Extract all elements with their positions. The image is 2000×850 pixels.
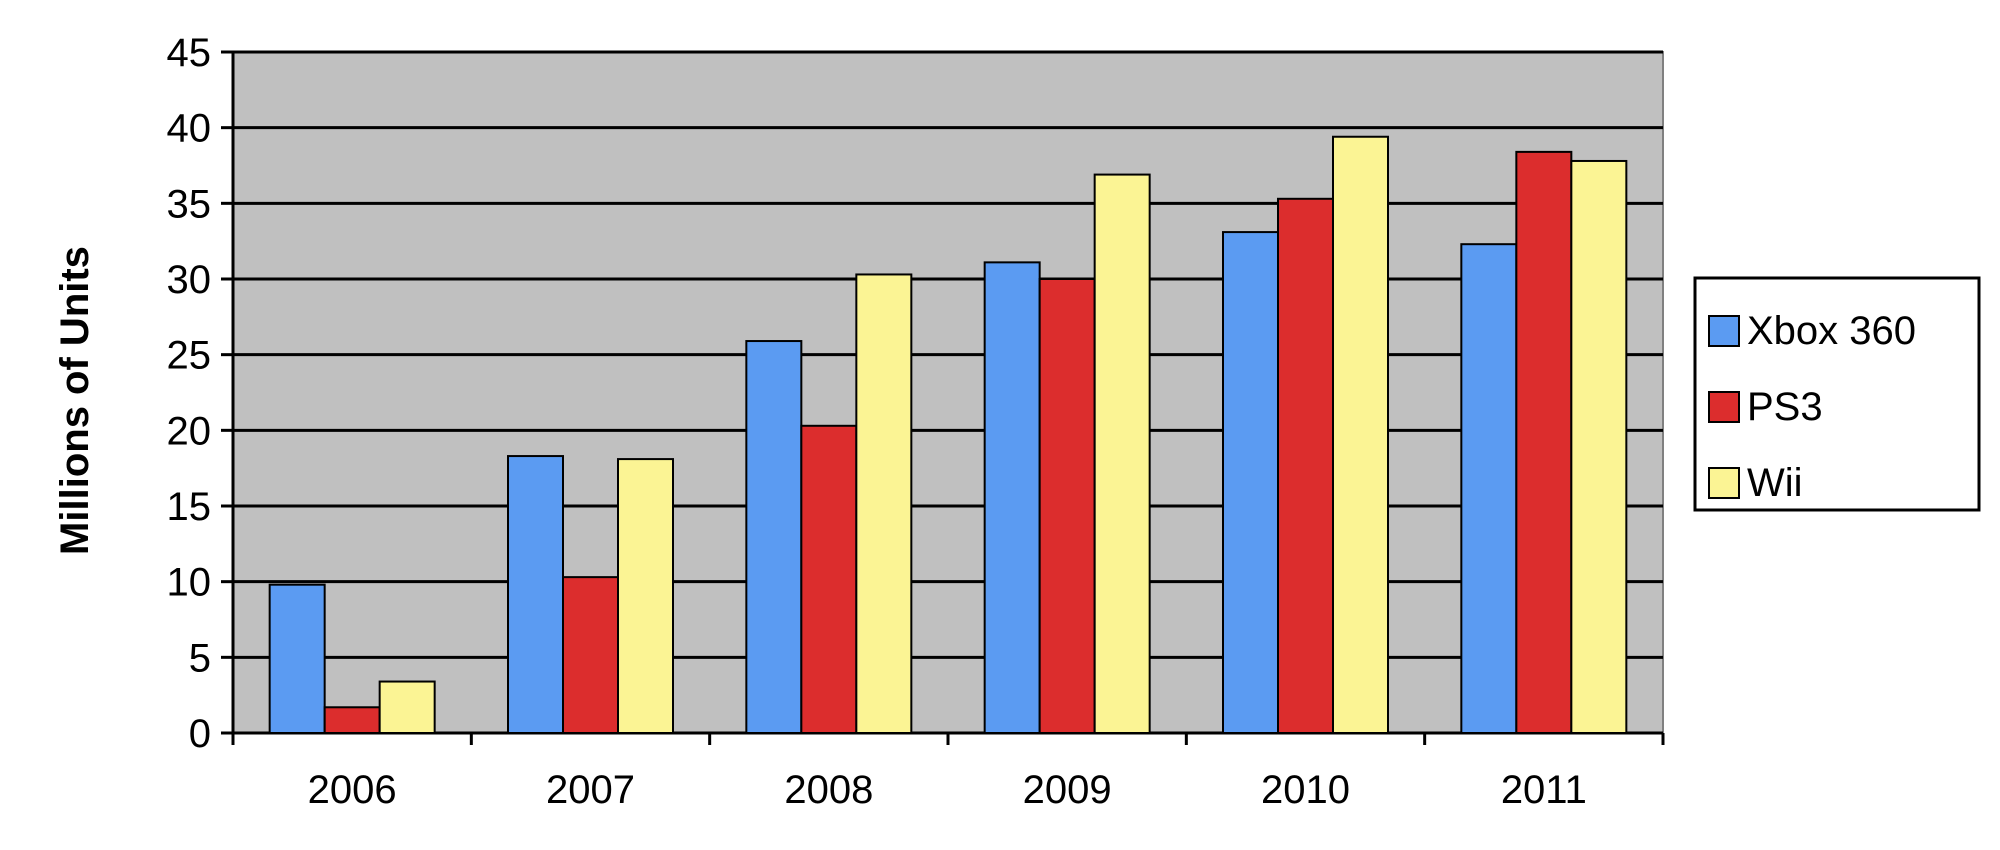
bar-xbox-360-2008	[745, 340, 803, 734]
bar-xbox-360-2007	[507, 455, 564, 734]
bar-wii-2008	[855, 273, 913, 734]
y-tick-label: 15	[167, 485, 212, 529]
legend-swatch-ps3	[1708, 391, 1740, 423]
y-tick-label: 5	[189, 636, 211, 680]
bar-xbox-360-2006	[268, 583, 326, 735]
bar-wii-2007	[617, 458, 674, 734]
bar-ps3-2009	[1038, 278, 1096, 734]
bar-wii-2010	[1332, 135, 1389, 735]
y-tick-label: 0	[189, 712, 211, 756]
y-tick-label: 25	[167, 334, 212, 378]
x-tick-label: 2010	[1261, 768, 1350, 812]
y-tick-label: 10	[167, 561, 212, 605]
tick-labels: 0 5 10 15 20 25 30 35 40 45 2006 2007 2008 2009 2010 20…	[167, 31, 1587, 812]
bar-wii-2006	[378, 680, 436, 735]
bar-ps3-2006	[323, 706, 381, 734]
y-tick-label: 20	[167, 409, 212, 453]
y-tick-label: 30	[167, 258, 212, 302]
x-tick-label: 2007	[546, 768, 635, 812]
y-tick-label: 35	[167, 182, 212, 226]
y-tick-label: 40	[167, 107, 212, 151]
y-axis-title: Millions of Units	[53, 246, 97, 555]
y-tick-label: 45	[167, 31, 212, 75]
bar-xbox-360-2009	[983, 261, 1041, 734]
bar-wii-2009	[1093, 173, 1151, 734]
bar-ps3-2007	[562, 576, 619, 734]
bar-xbox-360-2011	[1460, 243, 1518, 734]
x-tick-label: 2008	[784, 768, 873, 812]
legend: Xbox 360 PS3 Wii	[1693, 276, 1981, 512]
plot-area	[232, 50, 1664, 734]
legend-swatch-wii	[1708, 467, 1740, 499]
bar-wii-2011	[1570, 159, 1628, 734]
legend-label: Wii	[1747, 461, 1803, 505]
x-tick-label: 2009	[1023, 768, 1112, 812]
legend-box	[1693, 276, 1981, 512]
legend-label: PS3	[1747, 385, 1823, 429]
bar-ps3-2008	[800, 424, 858, 734]
bar-xbox-360-2010	[1222, 231, 1279, 734]
legend-label: Xbox 360	[1747, 309, 1916, 353]
bar-ps3-2010	[1277, 197, 1334, 734]
axes	[221, 50, 1665, 745]
plot-background	[232, 51, 1664, 734]
x-tick-label: 2011	[1501, 768, 1587, 812]
x-tick-label: 2006	[308, 768, 397, 812]
bar-ps3-2011	[1515, 150, 1573, 734]
legend-swatch-xbox-360	[1708, 315, 1740, 347]
bars	[268, 135, 1628, 735]
